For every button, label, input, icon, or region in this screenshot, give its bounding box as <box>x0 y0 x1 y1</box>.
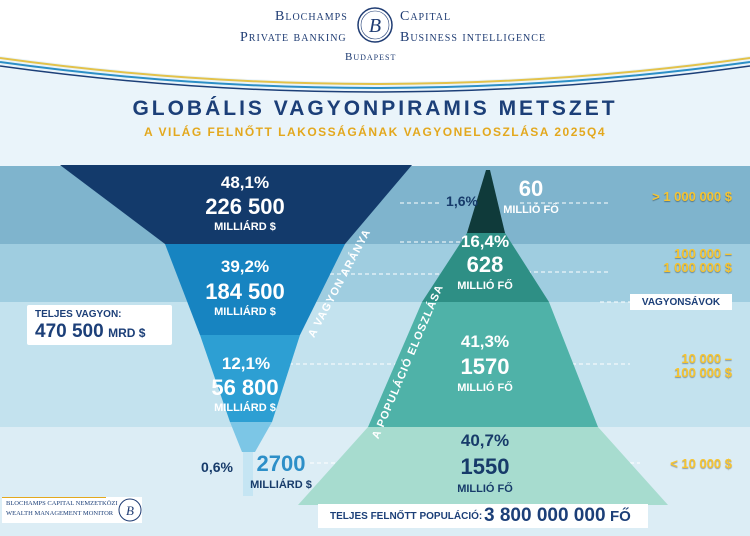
pop-unit-2: MILLIÓ FŐ <box>457 280 513 292</box>
footer-line2: WEALTH MANAGEMENT MONITOR <box>6 510 114 517</box>
wealth-unit-3: MILLIÁRD $ <box>214 402 276 414</box>
pyramid-segment-3 <box>368 302 598 427</box>
pop-value-4: 1550 <box>460 454 510 479</box>
city: Budapest <box>345 51 397 63</box>
total-population-unit: FŐ <box>609 508 631 525</box>
wealth-value-4: 2700 <box>256 451 306 476</box>
bands-label-box: VAGYONSÁVOK <box>630 294 732 310</box>
svg-text:B: B <box>126 503 134 518</box>
total-wealth-box: TELJES VAGYON: 470 500 MRD $ <box>27 305 172 345</box>
tagline-right: Business intelligence <box>400 30 547 45</box>
wealth-pct-1: 48,1% <box>220 173 270 192</box>
bands-label: VAGYONSÁVOK <box>641 297 721 308</box>
wealth-value-2: 184 500 <box>205 279 285 304</box>
tagline-left: Private banking <box>240 30 347 45</box>
footer-line1: BLOCHAMPS CAPITAL NEMZETKÖZI <box>6 500 118 507</box>
band-label-2: 100 000 – 1 000 000 $ <box>610 247 732 274</box>
pop-pct-4: 40,7% <box>460 431 510 450</box>
funnel-segment-4 <box>230 422 272 452</box>
total-wealth-unit: MRD $ <box>108 326 146 340</box>
pyramid-segment-2 <box>422 233 549 302</box>
pyramid-segment-1 <box>467 170 505 233</box>
wealth-pct-2: 39,2% <box>220 257 270 276</box>
pop-unit-3: MILLIÓ FŐ <box>457 382 513 394</box>
total-wealth-label: TELJES VAGYON: <box>35 309 122 320</box>
pop-value-1: 60 <box>518 176 544 201</box>
pop-pct-2: 16,4% <box>460 232 510 251</box>
total-population-label: TELJES FELNŐTT POPULÁCIÓ: <box>330 511 483 522</box>
brand-name-right: Capital <box>400 9 452 24</box>
total-wealth-number: 470 500 <box>35 321 104 342</box>
funnel-segment-2 <box>165 244 345 335</box>
wealth-value-1: 226 500 <box>205 194 285 219</box>
band-label-3-line2: 100 000 $ <box>674 364 732 380</box>
page-title: GLOBÁLIS VAGYONPIRAMIS METSZET <box>132 97 618 120</box>
footer-logo-emblem: B <box>118 498 142 522</box>
wealth-value-3: 56 800 <box>211 375 279 400</box>
wealth-unit-1: MILLIÁRD $ <box>214 221 276 233</box>
pop-unit-4: MILLIÓ FŐ <box>457 483 513 495</box>
band-label-3: 10 000 – 100 000 $ <box>610 352 732 379</box>
logo-emblem: B <box>357 7 393 43</box>
svg-text:B: B <box>369 15 381 37</box>
footer-badge: BLOCHAMPS CAPITAL NEMZETKÖZI WEALTH MANA… <box>2 497 142 523</box>
band-label-4: < 10 000 $ <box>670 456 732 471</box>
pop-pct-1: 1,6% <box>446 193 478 209</box>
wealth-pct-3: 12,1% <box>221 354 271 373</box>
wealth-pct-4: 0,6% <box>201 459 233 475</box>
pop-value-3: 1570 <box>460 354 510 379</box>
brand-name-left: Blochamps <box>275 9 348 24</box>
total-population-box: TELJES FELNŐTT POPULÁCIÓ: 3 800 000 000 … <box>318 504 648 528</box>
pyramid-segment-4 <box>298 427 668 505</box>
funnel-segment-3 <box>200 335 300 422</box>
page-subtitle: A VILÁG FELNŐTT LAKOSSÁGÁNAK VAGYONELOSZ… <box>143 125 607 139</box>
pop-pct-3: 41,3% <box>460 332 510 351</box>
wealth-unit-2: MILLIÁRD $ <box>214 306 276 318</box>
funnel-stem <box>243 452 253 496</box>
funnel-segment-1 <box>60 165 412 244</box>
band-label-2-line2: 1 000 000 $ <box>663 259 732 275</box>
pop-unit-1: MILLIÓ FŐ <box>503 204 559 216</box>
total-population-number: 3 800 000 000 <box>484 505 606 526</box>
total-population-value: 3 800 000 000 FŐ <box>484 505 631 527</box>
wealth-unit-4: MILLIÁRD $ <box>250 479 312 491</box>
footer-bar <box>2 497 106 499</box>
band-label-2-line1: 100 000 – <box>674 246 732 261</box>
pop-value-2: 628 <box>466 252 504 277</box>
band-label-1: > 1 000 000 $ <box>652 189 732 204</box>
band-label-3-line1: 10 000 – <box>681 351 732 366</box>
total-wealth-value: 470 500 MRD $ <box>35 321 145 343</box>
